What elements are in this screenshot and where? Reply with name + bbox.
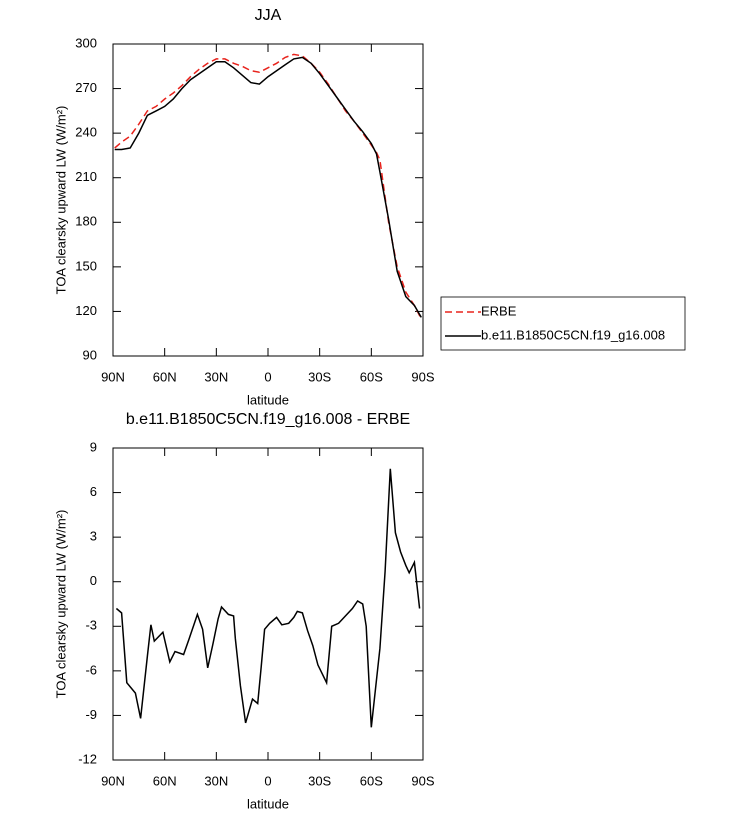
line-series <box>115 468 421 728</box>
x-axis-label: latitude <box>247 796 289 811</box>
x-tick-label: 30N <box>204 773 228 788</box>
line-series <box>114 56 422 318</box>
x-tick-label: 30S <box>308 773 331 788</box>
x-tick-label: 60S <box>360 369 383 384</box>
y-tick-label: 9 <box>90 439 97 454</box>
x-tick-label: 30S <box>308 369 331 384</box>
y-tick-label: 0 <box>90 573 97 588</box>
y-tick-label: -3 <box>85 618 97 633</box>
y-tick-label: 210 <box>75 169 97 184</box>
x-tick-label: 90S <box>411 773 434 788</box>
y-tick-label: 150 <box>75 258 97 273</box>
plot-frame <box>112 43 424 357</box>
y-tick-label: -6 <box>85 662 97 677</box>
x-tick-label: 90S <box>411 369 434 384</box>
x-tick-label: 90N <box>101 369 125 384</box>
x-tick-label: 30N <box>204 369 228 384</box>
x-tick-label: 0 <box>264 369 271 384</box>
chart-title: JJA <box>255 7 282 24</box>
x-tick-label: 60S <box>360 773 383 788</box>
y-axis-label: TOA clearsky upward LW (W/m²) <box>53 510 68 699</box>
plot-frame <box>112 447 424 761</box>
y-tick-label: 90 <box>83 347 97 362</box>
y-axis-label: TOA clearsky upward LW (W/m²) <box>53 106 68 295</box>
x-tick-label: 60N <box>153 369 177 384</box>
y-tick-label: 120 <box>75 303 97 318</box>
x-tick-label: 60N <box>153 773 177 788</box>
chart-title: b.e11.B1850C5CN.f19_g16.008 - ERBE <box>126 411 410 428</box>
legend-label: b.e11.B1850C5CN.f19_g16.008 <box>481 327 665 342</box>
x-tick-label: 90N <box>101 773 125 788</box>
y-tick-label: 270 <box>75 80 97 95</box>
line-series <box>114 53 422 320</box>
y-tick-label: 240 <box>75 125 97 140</box>
y-tick-label: -9 <box>85 707 97 722</box>
y-tick-label: 3 <box>90 529 97 544</box>
legend-box <box>440 296 686 351</box>
y-tick-label: -12 <box>78 751 97 766</box>
x-axis-label: latitude <box>247 392 289 407</box>
y-tick-label: 300 <box>75 35 97 50</box>
x-tick-label: 0 <box>264 773 271 788</box>
legend-label: ERBE <box>481 303 517 318</box>
y-tick-label: 6 <box>90 484 97 499</box>
y-tick-label: 180 <box>75 214 97 229</box>
